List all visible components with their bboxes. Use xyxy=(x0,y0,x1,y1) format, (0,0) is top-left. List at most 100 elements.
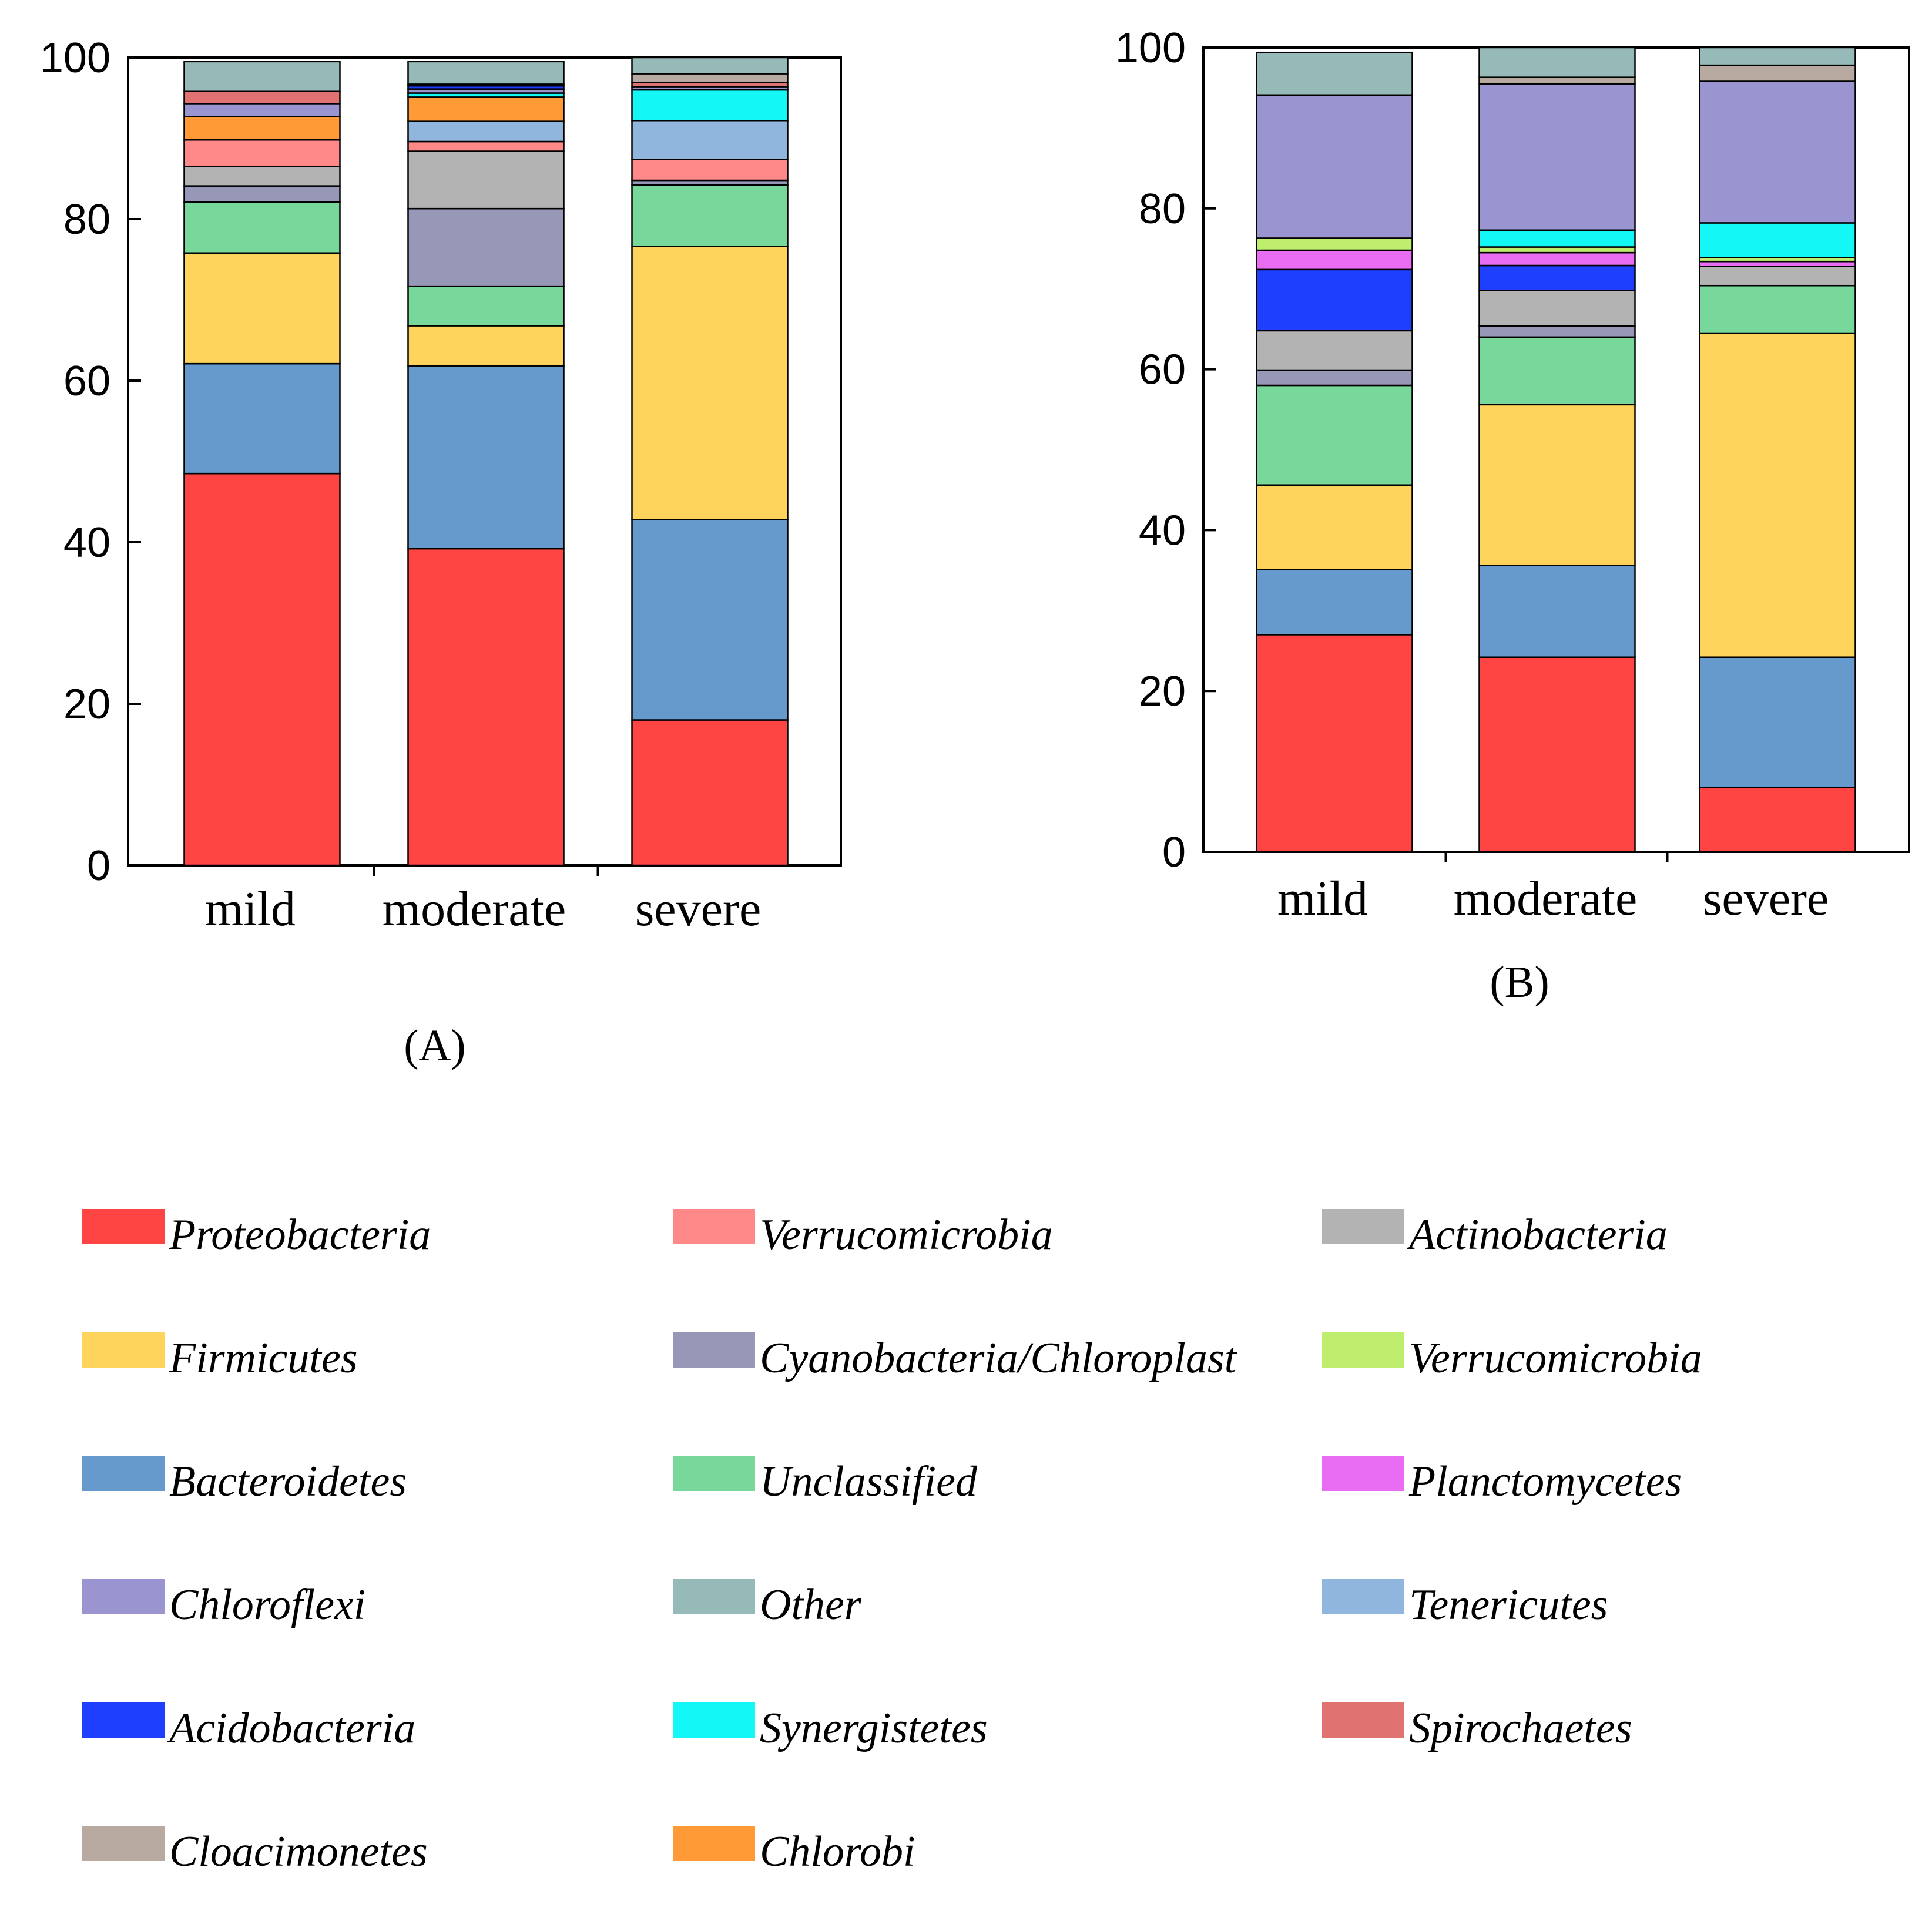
bar-segment-spirochaetes-mild xyxy=(183,90,341,105)
bar-segment-synergistetes-severe xyxy=(1699,222,1856,258)
panel-b-label: (B) xyxy=(1490,958,1549,1007)
legend-item-cyanobacteria-chloroplast: Cyanobacteria/Chloroplast xyxy=(673,1332,1238,1382)
bar-segment-bacteroidetes-severe xyxy=(1699,656,1856,788)
legend-label: Chloroflexi xyxy=(169,1581,365,1629)
bar-segment-proteobacteria-severe xyxy=(631,719,789,867)
legend-label: Other xyxy=(760,1581,862,1629)
x-tick-label-mild: mild xyxy=(1277,871,1368,926)
bar-segment-proteobacteria-severe xyxy=(1699,787,1856,853)
bar-segment-other-mild xyxy=(1256,51,1413,96)
bar-segment-verrucomicrobia-mild xyxy=(183,139,341,167)
bar-segment-chloroflexi-mild xyxy=(183,103,341,117)
bar-segment-bacteroidetes-moderate xyxy=(407,365,565,550)
bar-segment-chloroflexi-mild xyxy=(1256,94,1413,239)
bar-segment-cyanobacteria-chloroplast-moderate xyxy=(1478,325,1636,338)
bar-segment-proteobacteria-mild xyxy=(183,472,341,867)
bar-segment-other-mild xyxy=(183,61,341,92)
legend-label: Cloacimonetes xyxy=(169,1828,428,1876)
bar-segment-unclassified-mild xyxy=(183,201,341,254)
panel-a-chart: 0 20 40 60 80 100 mild moderate severe (A) xyxy=(40,35,842,1070)
bar-segment-cyanobacteria-chloroplast-moderate xyxy=(407,207,565,287)
legend-item-spirochaetes: Spirochaetes xyxy=(1322,1702,1632,1752)
legend-item-tenericutes: Tenericutes xyxy=(1322,1579,1608,1629)
bar-segment-other-severe xyxy=(631,56,789,75)
bar-segment-unclassified-severe xyxy=(631,184,789,247)
legend: Proteobacteria Verrucomicrobia Actinobacte… xyxy=(82,1209,1702,1876)
y-tick-label: 60 xyxy=(1139,347,1186,394)
bar-segment-firmicutes-moderate xyxy=(407,325,565,367)
y-tick-label: 20 xyxy=(1139,668,1186,715)
legend-swatch xyxy=(1322,1579,1404,1614)
bar-segment-verrucomicrobia-moderate xyxy=(1478,246,1636,254)
bar-segment-acidobacteria-mild xyxy=(1256,268,1413,332)
legend-label: Actinobacteria xyxy=(1406,1211,1668,1259)
legend-item-verrucomicrobia: Verrucomicrobia xyxy=(1322,1332,1702,1382)
legend-label: Planctomycetes xyxy=(1408,1457,1682,1506)
bar-segment-firmicutes-mild xyxy=(1256,484,1413,570)
bar-segment-synergistetes-moderate xyxy=(1478,229,1636,248)
bar-segment-unclassified-moderate xyxy=(1478,336,1636,406)
bar-segment-firmicutes-severe xyxy=(631,246,789,520)
bar-segment-actinobacteria-moderate xyxy=(407,150,565,210)
legend-swatch xyxy=(82,1456,165,1491)
legend-swatch xyxy=(673,1702,755,1738)
panel-a-label: (A) xyxy=(404,1021,466,1070)
legend-item-chlorobi: Chlorobi xyxy=(673,1826,915,1876)
bar-segment-planctomycetes-mild xyxy=(1256,249,1413,271)
bar-segment-verrucomicrobia-moderate xyxy=(407,140,565,152)
panel-b-x-axis: mild moderate severe xyxy=(1277,852,1829,926)
x-tick-label-moderate: moderate xyxy=(383,882,566,936)
bar-segment-acidobacteria-moderate xyxy=(1478,264,1636,291)
y-tick-label: 80 xyxy=(63,196,110,243)
bar-segment-actinobacteria-mild xyxy=(1256,330,1413,371)
bar-segment-synergistetes-severe xyxy=(631,89,789,122)
legend-label: Verrucomicrobia xyxy=(760,1211,1053,1259)
panel-b-bars xyxy=(1256,46,1856,853)
y-tick-label: 60 xyxy=(63,358,110,405)
legend-swatch xyxy=(1322,1702,1404,1738)
bar-segment-firmicutes-moderate xyxy=(1478,404,1636,566)
bar-segment-chlorobi-moderate xyxy=(407,96,565,122)
y-tick-label: 0 xyxy=(1162,829,1186,876)
bar-segment-bacteroidetes-moderate xyxy=(1478,565,1636,658)
legend-item-proteobacteria: Proteobacteria xyxy=(82,1209,431,1259)
legend-label: Acidobacteria xyxy=(166,1704,415,1752)
legend-item-unclassified: Unclassified xyxy=(673,1456,978,1506)
legend-swatch xyxy=(1322,1456,1404,1491)
bar-segment-proteobacteria-mild xyxy=(1256,634,1413,853)
legend-swatch xyxy=(673,1456,755,1491)
legend-swatch xyxy=(1322,1209,1404,1244)
bar-segment-firmicutes-severe xyxy=(1699,332,1856,658)
legend-label: Synergistetes xyxy=(760,1704,988,1752)
bar-segment-cloacimonetes-moderate xyxy=(1478,76,1636,85)
bar-segment-bacteroidetes-mild xyxy=(1256,569,1413,636)
legend-label: Firmicutes xyxy=(169,1334,358,1382)
bar-segment-other-moderate xyxy=(407,61,565,85)
legend-label: Chlorobi xyxy=(760,1828,915,1876)
panel-b-chart: 0 20 40 60 80 100 mild moderate severe (B) xyxy=(1115,25,1910,1007)
panel-b-y-axis: 0 20 40 60 80 100 xyxy=(1115,25,1216,876)
legend-swatch xyxy=(82,1579,165,1614)
legend-item-actinobacteria: Actinobacteria xyxy=(1322,1209,1668,1259)
y-tick-label: 0 xyxy=(87,842,110,889)
y-tick-label: 40 xyxy=(1139,507,1186,554)
bar-segment-actinobacteria-mild xyxy=(183,166,341,187)
bar-segment-chloroflexi-severe xyxy=(1699,80,1856,224)
legend-label: Tenericutes xyxy=(1409,1581,1608,1629)
bar-segment-actinobacteria-moderate xyxy=(1478,290,1636,327)
bar-segment-cyanobacteria-chloroplast-mild xyxy=(1256,369,1413,387)
y-tick-label: 100 xyxy=(1115,25,1186,72)
bar-segment-tenericutes-moderate xyxy=(407,120,565,143)
bar-segment-tenericutes-severe xyxy=(631,120,789,160)
legend-label: Spirochaetes xyxy=(1409,1704,1632,1752)
x-tick-label-mild: mild xyxy=(205,882,296,936)
legend-swatch xyxy=(82,1702,165,1738)
panel-a-x-axis: mild moderate severe xyxy=(205,865,761,936)
bar-segment-proteobacteria-moderate xyxy=(1478,656,1636,853)
bar-segment-bacteroidetes-severe xyxy=(631,519,789,721)
y-tick-label: 100 xyxy=(40,35,110,82)
panel-a-y-axis: 0 20 40 60 80 100 xyxy=(40,35,141,889)
legend-label: Verrucomicrobia xyxy=(1409,1334,1702,1382)
bar-segment-unclassified-mild xyxy=(1256,384,1413,486)
